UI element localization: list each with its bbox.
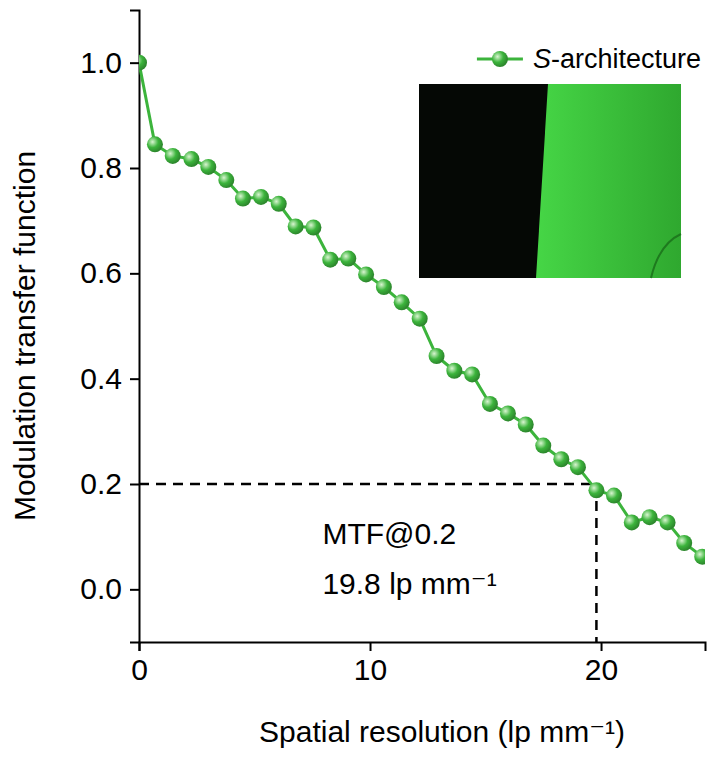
axis-line (140, 643, 706, 652)
y-tick-mark (130, 62, 139, 64)
series-marker (588, 482, 604, 498)
y-tick-mark (130, 484, 139, 486)
series-marker (660, 514, 676, 530)
axis-line (130, 11, 140, 643)
series-marker (553, 451, 569, 467)
series-marker (676, 535, 692, 551)
x-tick: 10 (354, 642, 387, 686)
x-tick-mark (601, 642, 603, 651)
y-tick-label: 0.0 (80, 572, 122, 605)
x-axis: 0 10 20 (131, 642, 705, 686)
reference-line-v (595, 484, 598, 642)
y-tick-mark (130, 378, 139, 380)
y-tick: 0.4 (80, 362, 139, 395)
series-marker (518, 416, 534, 432)
series-marker (394, 294, 410, 310)
inset-crack (651, 234, 681, 278)
series-marker (376, 279, 392, 295)
series-marker (642, 509, 658, 525)
x-axis-title: Spatial resolution (lp mm⁻¹) (259, 715, 625, 748)
y-tick-label: 0.4 (80, 362, 122, 395)
y-tick: 1.0 (80, 46, 139, 79)
x-tick-mark (370, 642, 372, 651)
series-marker (446, 363, 462, 379)
series-marker (183, 151, 199, 167)
inset-image (419, 84, 681, 278)
series-marker (429, 348, 445, 364)
inset-bright (536, 84, 681, 278)
series-marker (606, 488, 622, 504)
series-marker (570, 459, 586, 475)
y-tick-label: 0.8 (80, 151, 122, 184)
x-tick: 0 (131, 642, 148, 686)
legend: S-architecture (477, 44, 701, 74)
y-axis: 0.0 0.2 0.4 0.6 0.8 1.0 (80, 11, 139, 643)
legend-marker (492, 51, 508, 67)
series-marker (464, 366, 480, 382)
series-marker (147, 136, 163, 152)
series-marker (218, 172, 234, 188)
y-tick: 0.8 (80, 151, 139, 184)
series-marker (412, 311, 428, 327)
y-tick: 0.2 (80, 467, 139, 500)
series-marker (200, 159, 216, 175)
series-marker (235, 191, 251, 207)
plot: 0 10 20 0.0 0.2 0.4 0.6 0.8 1.0 Spatial resolutio… (8, 11, 710, 749)
series-marker (500, 405, 516, 421)
annotation: 19.8 lp mm⁻¹ (322, 567, 496, 600)
series-marker (694, 549, 705, 565)
x-tick-label: 0 (131, 653, 148, 686)
series-marker (482, 396, 498, 412)
series-marker (340, 251, 356, 267)
legend-label: S-architecture (533, 44, 701, 74)
series-marker (305, 220, 321, 236)
y-tick-label: 1.0 (80, 46, 122, 79)
reference-line-h (139, 483, 596, 486)
series-marker (322, 252, 338, 268)
annotation: MTF@0.2 (322, 517, 456, 550)
y-tick: 0.6 (80, 256, 139, 289)
series-marker (253, 189, 269, 205)
marks (139, 55, 705, 642)
y-tick-mark (130, 273, 139, 275)
series-marker (165, 148, 181, 164)
series-marker (624, 514, 640, 530)
series-marker (139, 55, 147, 71)
y-tick-label: 0.2 (80, 467, 122, 500)
x-tick-label: 10 (354, 653, 387, 686)
series-marker (358, 266, 374, 282)
inset-dark (419, 84, 681, 278)
series-marker (271, 196, 287, 212)
chart: 0 10 20 0.0 0.2 0.4 0.6 0.8 1.0 Spatial resolutio… (0, 0, 715, 763)
x-tick-label: 20 (585, 653, 618, 686)
series-marker (535, 438, 551, 454)
y-axis-title: Modulation transfer function (8, 151, 41, 521)
y-tick: 0.0 (80, 572, 139, 605)
series-line (139, 63, 702, 557)
x-tick: 20 (585, 642, 618, 686)
y-tick-mark (130, 589, 139, 591)
y-tick-label: 0.6 (80, 256, 122, 289)
series-marker (288, 218, 304, 234)
y-tick-mark (130, 168, 139, 170)
